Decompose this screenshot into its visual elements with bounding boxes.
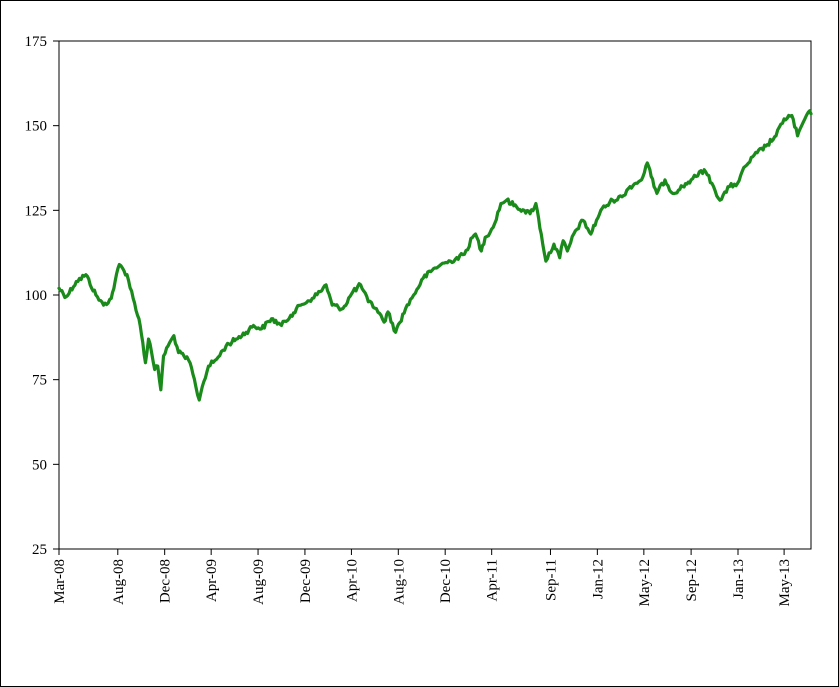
y-tick-label: 125: [25, 203, 48, 219]
plot-area: [58, 40, 812, 550]
x-tick-label: Sep-11: [543, 559, 559, 601]
y-axis: 25 50 75 100 125 150 175: [25, 34, 59, 558]
x-tick-label: Jan-12: [590, 559, 606, 599]
x-tick-label: Dec-08: [158, 559, 174, 603]
series-line: [57, 109, 813, 402]
x-tick-label: Aug-09: [251, 559, 267, 605]
y-tick-label: 50: [32, 457, 47, 473]
y-tick-label: 175: [25, 34, 48, 50]
y-tick-label: 100: [25, 288, 48, 304]
x-tick-label: Dec-09: [298, 559, 314, 603]
x-tick-label: Apr-11: [485, 559, 501, 601]
x-tick-label: Sep-12: [684, 559, 700, 602]
x-tick-label: May-12: [637, 559, 653, 607]
x-tick-label: Apr-10: [344, 559, 360, 602]
x-tick-label: May-13: [777, 559, 793, 607]
y-tick-label: 25: [32, 542, 47, 558]
x-tick-label: Apr-09: [204, 559, 220, 602]
x-axis: Mar-08 Aug-08 Dec-08 Apr-09 Aug-09 Dec-09 Apr-…: [52, 549, 793, 607]
series-layer: [57, 109, 813, 402]
y-tick-label: 75: [32, 373, 47, 389]
x-tick-label: Dec-10: [438, 559, 454, 603]
x-tick-label: Jan-13: [731, 559, 747, 599]
y-tick-label: 150: [25, 119, 48, 135]
x-tick-label: Aug-08: [111, 559, 127, 605]
x-tick-label: Mar-08: [52, 559, 68, 604]
x-tick-label: Aug-10: [391, 559, 407, 605]
